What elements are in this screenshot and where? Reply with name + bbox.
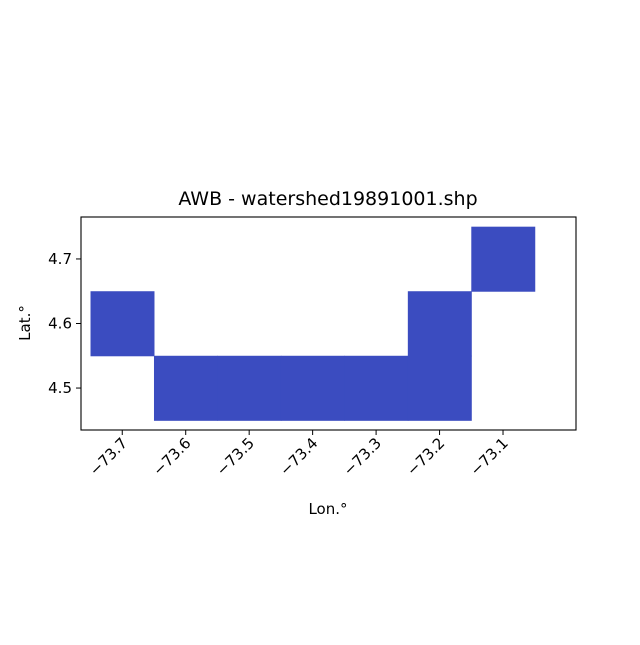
watershed-cell xyxy=(217,355,282,421)
x-tick-label: −73.4 xyxy=(276,434,321,479)
watershed-cell xyxy=(90,291,155,357)
watershed-cell xyxy=(407,291,472,357)
x-axis-label: Lon.° xyxy=(308,500,347,518)
x-tick-label: −73.1 xyxy=(467,434,512,479)
x-tick-label: −73.3 xyxy=(340,434,385,479)
x-axis: −73.7 −73.6 −73.5 −73.4 −73.3 −73.2 −73.1 xyxy=(86,430,512,479)
cells-layer xyxy=(90,226,536,421)
y-tick-label: 4.6 xyxy=(48,315,72,333)
x-tick-label: −73.7 xyxy=(86,434,131,479)
y-tick-label: 4.5 xyxy=(48,379,72,397)
chart-title: AWB - watershed19891001.shp xyxy=(178,188,477,210)
x-tick-label: −73.5 xyxy=(213,434,258,479)
y-axis: 4.5 4.6 4.7 xyxy=(48,250,81,397)
y-tick-label: 4.7 xyxy=(48,250,72,268)
y-axis-label: Lat.° xyxy=(16,305,34,341)
watershed-cell xyxy=(407,355,472,421)
watershed-cell xyxy=(280,355,345,421)
watershed-cell xyxy=(153,355,218,421)
watershed-cell xyxy=(471,226,536,292)
x-tick-label: −73.6 xyxy=(149,434,194,479)
x-tick-label: −73.2 xyxy=(403,434,448,479)
watershed-cell xyxy=(344,355,409,421)
